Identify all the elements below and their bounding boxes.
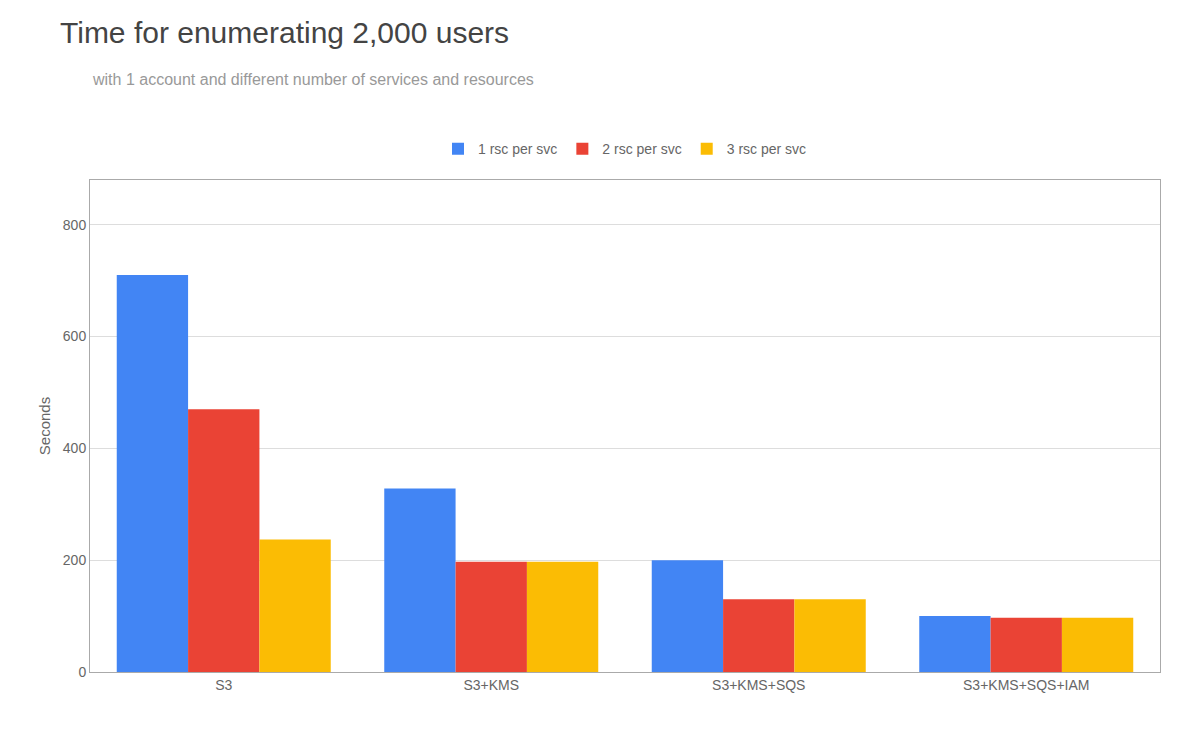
svg-text:Seconds: Seconds: [36, 397, 53, 455]
svg-text:600: 600: [63, 328, 87, 344]
svg-text:800: 800: [63, 217, 87, 233]
svg-text:S3+KMS+SQS: S3+KMS+SQS: [712, 677, 805, 693]
svg-text:200: 200: [63, 552, 87, 568]
svg-text:0: 0: [78, 664, 86, 680]
svg-text:S3+KMS+SQS+IAM: S3+KMS+SQS+IAM: [963, 677, 1089, 693]
svg-text:1 rsc per svc: 1 rsc per svc: [478, 141, 557, 157]
svg-text:400: 400: [63, 440, 87, 456]
svg-text:2 rsc per svc: 2 rsc per svc: [602, 141, 681, 157]
svg-text:3 rsc per svc: 3 rsc per svc: [727, 141, 806, 157]
svg-text:S3+KMS: S3+KMS: [463, 677, 519, 693]
svg-text:S3: S3: [215, 677, 232, 693]
svg-text:Time for enumerating 2,000 use: Time for enumerating 2,000 users: [60, 16, 509, 49]
svg-text:with 1 account and different n: with 1 account and different number of s…: [92, 71, 534, 88]
